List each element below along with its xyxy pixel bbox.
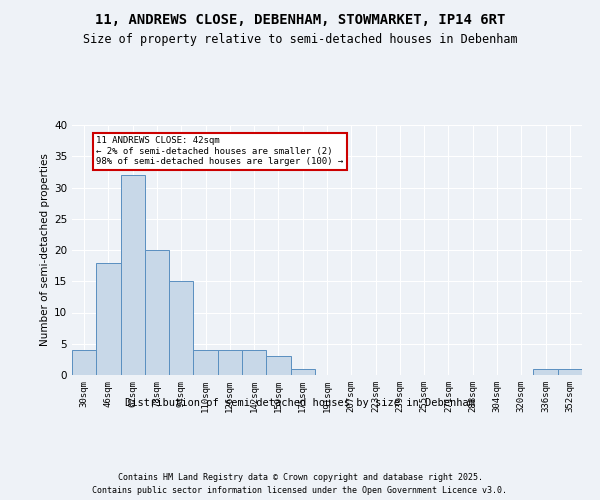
Bar	[121, 175, 145, 375]
Bar	[242, 350, 266, 375]
Bar	[193, 350, 218, 375]
Bar	[72, 350, 96, 375]
Text: Distribution of semi-detached houses by size in Debenham: Distribution of semi-detached houses by …	[125, 398, 475, 407]
Text: Size of property relative to semi-detached houses in Debenham: Size of property relative to semi-detach…	[83, 32, 517, 46]
Bar	[266, 356, 290, 375]
Bar	[169, 281, 193, 375]
Text: Contains HM Land Registry data © Crown copyright and database right 2025.: Contains HM Land Registry data © Crown c…	[118, 472, 482, 482]
Text: 11 ANDREWS CLOSE: 42sqm
← 2% of semi-detached houses are smaller (2)
98% of semi: 11 ANDREWS CLOSE: 42sqm ← 2% of semi-det…	[96, 136, 344, 166]
Text: 11, ANDREWS CLOSE, DEBENHAM, STOWMARKET, IP14 6RT: 11, ANDREWS CLOSE, DEBENHAM, STOWMARKET,…	[95, 12, 505, 26]
Text: Contains public sector information licensed under the Open Government Licence v3: Contains public sector information licen…	[92, 486, 508, 495]
Y-axis label: Number of semi-detached properties: Number of semi-detached properties	[40, 154, 50, 346]
Bar	[558, 369, 582, 375]
Bar	[96, 262, 121, 375]
Bar	[145, 250, 169, 375]
Bar	[290, 369, 315, 375]
Bar	[533, 369, 558, 375]
Bar	[218, 350, 242, 375]
